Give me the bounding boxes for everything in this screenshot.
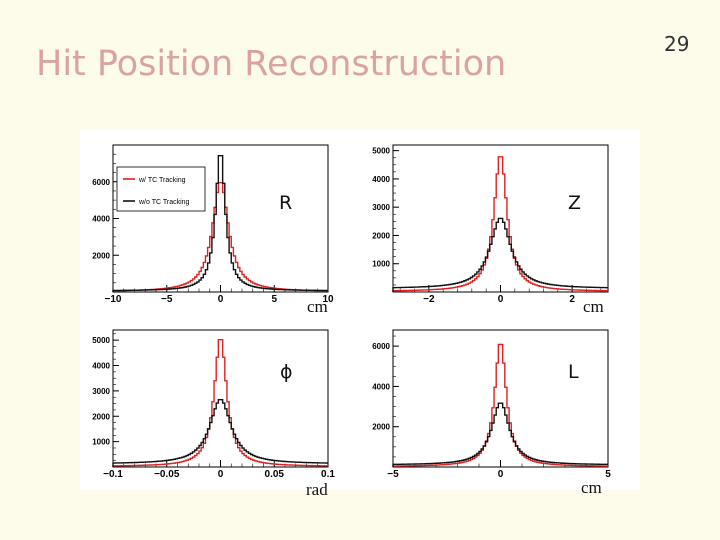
unit-phi: rad <box>306 480 328 499</box>
series-without-tc <box>112 399 328 467</box>
series-without-tc <box>392 217 608 292</box>
panel-z: 1000 2000 3000 4000 5000 −2 0 2 <box>372 144 609 305</box>
series-with-tc <box>392 156 608 292</box>
y-tick-label: 1000 <box>92 438 110 447</box>
series-without-tc <box>112 155 328 292</box>
y-tick-label: 4000 <box>92 215 110 224</box>
plot-frame <box>392 329 609 468</box>
slide-title: Hit Position Reconstruction <box>36 44 507 84</box>
y-tick-label: 4000 <box>372 175 390 184</box>
y-tick-label: 4000 <box>92 362 110 371</box>
series-with-tc <box>112 338 328 467</box>
unit-z: cm <box>583 297 604 316</box>
unit-r: cm <box>307 297 328 316</box>
y-tick-label: 2000 <box>92 251 110 260</box>
x-tick-label: −0.1 <box>103 469 123 480</box>
y-tick-label: 3000 <box>92 387 110 396</box>
label-phi: ϕ <box>280 361 293 383</box>
y-tick-label: 6000 <box>92 178 110 187</box>
label-z: Z <box>568 192 582 214</box>
y-tick-label: 2000 <box>372 423 390 432</box>
y-tick-label: 4000 <box>372 382 390 391</box>
y-tick-label: 1000 <box>372 260 390 269</box>
y-tick-label: 3000 <box>372 203 390 212</box>
x-tick-label: −2 <box>423 294 435 305</box>
y-tick-label: 5000 <box>372 147 390 156</box>
x-tick-label: −10 <box>105 294 122 305</box>
x-tick-label: 0 <box>498 294 504 305</box>
x-tick-label: 0 <box>218 469 224 480</box>
legend-box <box>116 166 206 212</box>
y-tick-label: 2000 <box>92 412 110 421</box>
plot-frame <box>112 329 329 468</box>
x-tick-label: −5 <box>161 294 173 305</box>
page-number: 29 <box>664 32 690 56</box>
x-tick-label: 10 <box>322 294 334 305</box>
label-r: R <box>279 192 293 214</box>
x-tick-label: 0.1 <box>321 469 335 480</box>
y-tick-label: 2000 <box>372 231 390 240</box>
label-l: L <box>568 361 579 383</box>
panel-l: 2000 4000 6000 −5 0 5 <box>372 329 611 480</box>
legend-label: w/o TC Tracking <box>138 199 190 206</box>
x-tick-label: 2 <box>569 294 575 305</box>
unit-l: cm <box>581 478 602 497</box>
x-tick-label: 5 <box>271 294 277 305</box>
x-tick-label: 0.05 <box>265 469 285 480</box>
x-tick-label: −5 <box>387 469 399 480</box>
panel-phi: 1000 2000 3000 4000 5000 −0.1 −0.05 0 0.05 0.1 <box>92 329 335 480</box>
x-tick-label: 5 <box>605 469 611 480</box>
legend-label: w/ TC Tracking <box>138 177 186 184</box>
x-tick-label: 0 <box>218 294 224 305</box>
series-without-tc <box>392 402 608 467</box>
series-with-tc <box>392 343 608 467</box>
x-tick-label: −0.05 <box>154 469 180 480</box>
y-tick-label: 5000 <box>92 336 110 345</box>
x-tick-label: 0 <box>498 469 504 480</box>
panel-r: 2000 4000 6000 −10 −5 0 5 10 w/ TC Tracking w/o T… <box>92 144 334 305</box>
y-tick-label: 6000 <box>372 342 390 351</box>
